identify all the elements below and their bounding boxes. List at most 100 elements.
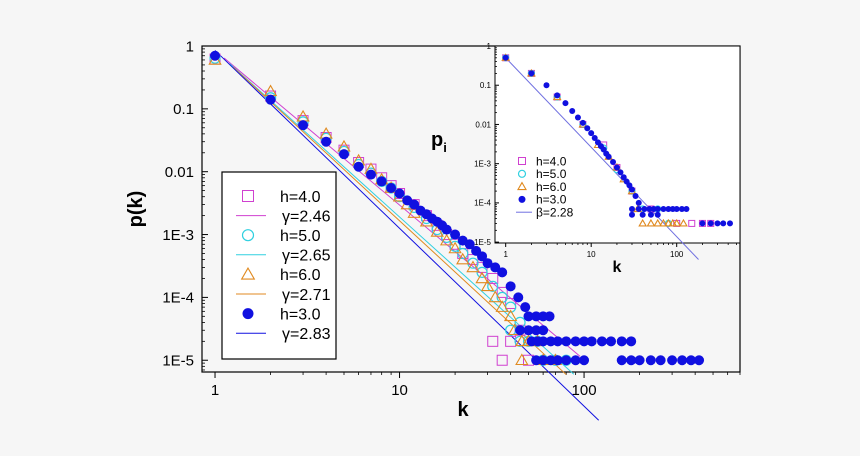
- main-point: [606, 336, 617, 347]
- main-point: [365, 169, 376, 180]
- inset-point: [664, 218, 673, 227]
- main-point: [523, 311, 534, 322]
- inset-y-tick-label: 1: [487, 42, 492, 51]
- main-legend-marker-2: [240, 266, 256, 280]
- main-point: [596, 336, 607, 347]
- main-point: [448, 241, 462, 254]
- main-point: [449, 240, 461, 252]
- inset-point: [620, 174, 627, 181]
- inset-point: [714, 220, 721, 227]
- main-point: [386, 183, 397, 194]
- inset-point: [562, 100, 569, 107]
- main-legend-label-0: h=4.0: [280, 189, 321, 206]
- inset-point: [610, 159, 617, 166]
- inset-legend-marker-1: [517, 169, 527, 178]
- main-point: [503, 309, 518, 322]
- main-point: [482, 258, 493, 269]
- inset-point: [605, 153, 612, 160]
- inset-point: [502, 54, 509, 61]
- main-point: [490, 262, 501, 273]
- main-point: [477, 251, 488, 262]
- main-x-tick-label: 1: [211, 382, 219, 399]
- main-point: [645, 355, 656, 366]
- main-legend-fit-label-2: γ=2.71: [282, 287, 331, 304]
- main-x-axis-title: k: [457, 399, 469, 421]
- inset-point: [579, 119, 586, 126]
- main-y-tick-label: 1E-4: [162, 290, 194, 307]
- main-point: [480, 279, 495, 292]
- inset-point: [613, 164, 620, 171]
- main-fit-line-1: [229, 63, 575, 375]
- main-point: [456, 252, 470, 265]
- inset-point: [639, 211, 646, 218]
- inset-point: [591, 135, 598, 142]
- main-legend-marker-3: [242, 308, 254, 320]
- inset-point: [632, 192, 639, 199]
- main-point: [495, 300, 509, 312]
- inset-point: [707, 220, 714, 227]
- main-fit-line-2: [232, 66, 567, 375]
- inset-legend-label-1: h=5.0: [536, 167, 567, 181]
- inset-point: [660, 205, 667, 212]
- main-point: [570, 355, 581, 366]
- inset-point: [628, 205, 635, 212]
- main-point: [667, 355, 678, 366]
- inset-point: [654, 205, 661, 212]
- inset-point: [574, 114, 581, 121]
- inset-legend-marker-3: [518, 195, 526, 203]
- main-point: [538, 325, 549, 336]
- main-point: [487, 280, 499, 292]
- inset-plot-frame: [494, 45, 741, 244]
- main-point: [677, 355, 688, 366]
- inset-point: [628, 211, 635, 218]
- main-legend-fit-label-0: γ=2.46: [282, 208, 331, 225]
- main-point: [513, 292, 524, 303]
- main-point: [545, 336, 556, 347]
- inset-y-tick-label: 1E-5: [474, 238, 491, 247]
- main-point: [457, 247, 469, 260]
- main-point: [694, 355, 705, 366]
- main-point: [626, 336, 637, 347]
- main-point: [338, 149, 349, 160]
- inset-x-tick-label: 100: [670, 250, 684, 259]
- main-point: [505, 335, 517, 347]
- inset-legend: h=4.0h=5.0h=6.0h=3.0β=2.28: [516, 154, 574, 220]
- inset-legend-marker-0: [518, 157, 526, 165]
- inset-point: [638, 218, 648, 227]
- inset-point: [654, 211, 661, 218]
- main-point: [531, 311, 542, 322]
- main-x-tick-label: 100: [572, 382, 597, 399]
- main-point: [496, 354, 508, 366]
- main-legend-label-2: h=6.0: [280, 267, 321, 284]
- inset-point: [635, 205, 642, 212]
- inset-point: [726, 220, 733, 227]
- main-point: [441, 224, 452, 235]
- inset-point: [646, 218, 656, 227]
- main-x-tick-label: 10: [391, 382, 408, 399]
- main-point: [353, 161, 364, 172]
- main-point: [570, 336, 581, 347]
- inset-point: [584, 125, 591, 132]
- inset-point: [528, 70, 535, 77]
- main-legend-fit-label-1: γ=2.65: [282, 248, 331, 265]
- main-point: [265, 94, 276, 105]
- main-point: [409, 199, 420, 210]
- inset-point: [665, 205, 672, 212]
- inset-point: [683, 205, 690, 212]
- inset-point: [647, 211, 654, 218]
- main-point: [523, 325, 534, 336]
- inset-y-tick-label: 0.01: [475, 120, 491, 129]
- main-point: [655, 355, 666, 366]
- main-point: [464, 239, 475, 250]
- inset-point: [659, 218, 668, 227]
- main-point: [487, 335, 499, 347]
- main-ticks: 1 0.1 0.01 1E-3 1E-4 1E-5 1 10 100: [162, 38, 741, 399]
- inset-x-tick-label: 1: [503, 250, 508, 259]
- inset-point: [678, 205, 685, 212]
- main-point: [634, 355, 645, 366]
- main-point: [579, 336, 590, 347]
- inset-legend-label-3: h=3.0: [536, 193, 567, 207]
- main-legend: h=4.0 γ=2.46 h=5.0 γ=2.65 h=6.0 γ=2.71 h=3.0 γ=…: [236, 189, 331, 343]
- main-point: [210, 50, 221, 61]
- main-point: [497, 267, 508, 278]
